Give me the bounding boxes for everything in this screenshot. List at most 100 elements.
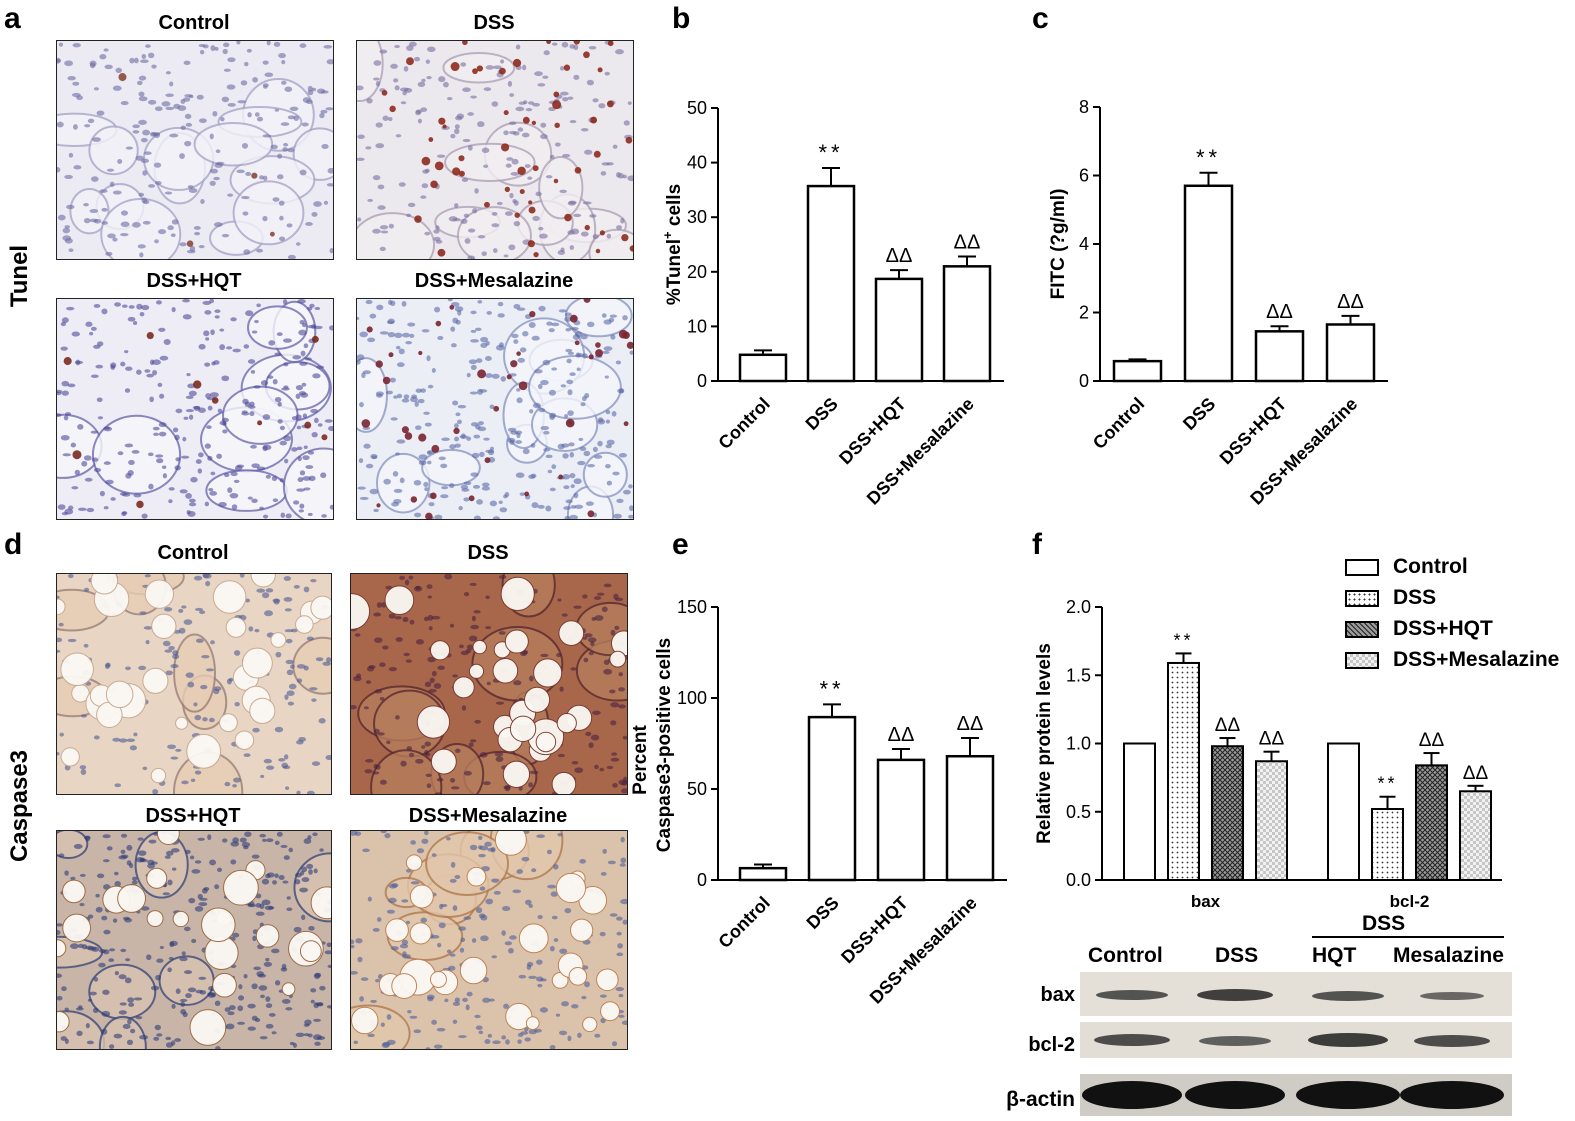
- legend-item-dss: DSS: [1345, 586, 1436, 610]
- row-label-caspase3: Caspase3: [6, 749, 33, 863]
- bar-bcl-2-dss-hqt: [1415, 764, 1448, 881]
- caspase3-micrograph-dss-hqt: [56, 830, 332, 1050]
- legend-label: DSS: [1393, 586, 1437, 609]
- image-label-dss-hqt: DSS+HQT: [146, 270, 242, 292]
- panel-letter-e: e: [672, 528, 689, 561]
- x-tick-label: DSS: [1179, 394, 1219, 434]
- x-tick-label: DSS: [802, 394, 842, 434]
- legend-label: Control: [1393, 555, 1468, 578]
- panel-letter-c: c: [1032, 2, 1049, 35]
- bar-bax-dss-hqt: [1211, 745, 1244, 881]
- legend-item-control: Control: [1345, 555, 1468, 579]
- tunel-micrograph-dss: [356, 40, 634, 260]
- y-tick-label: 0.0: [1066, 870, 1091, 890]
- image-label-dss-mesalazine: DSS+Mesalazine: [414, 270, 574, 292]
- y-tick-label: 1.0: [1066, 734, 1091, 754]
- legend-swatch: [1345, 558, 1379, 576]
- legend-item-dss-hqt: DSS+HQT: [1345, 617, 1493, 641]
- y-tick-label: 0: [697, 371, 707, 391]
- significance-mark: ΔΔ: [1419, 730, 1445, 751]
- chart-tunel-positive-cells: 01020304050Control**DSSΔΔDSS+HQTΔΔDSS+Me…: [660, 98, 1004, 509]
- x-tick-label: DSS+HQT: [837, 893, 912, 968]
- legend-swatch: [1345, 651, 1379, 669]
- chart-caspase3-positive-cells: 050100150Control**DSSΔΔDSS+HQTΔΔDSS+Mesa…: [630, 597, 1007, 1008]
- y-axis-label: FITC (?g/ml): [1048, 189, 1069, 300]
- image-label-dss-hqt: DSS+HQT: [145, 805, 241, 827]
- y-tick-label: 2.0: [1066, 597, 1091, 617]
- image-label-dss: DSS: [467, 542, 509, 564]
- significance-mark: **: [818, 140, 843, 165]
- bar-bcl-2-dss: [1371, 808, 1404, 882]
- x-tick-label: Control: [714, 893, 773, 952]
- image-label-control: Control: [158, 12, 230, 34]
- bar-dss: [1183, 184, 1234, 383]
- significance-mark: **: [1377, 774, 1397, 794]
- y-tick-label: 10: [687, 316, 707, 336]
- significance-mark: **: [1196, 145, 1221, 170]
- blot-strip-beta-actin: [1080, 1074, 1512, 1116]
- x-tick-label: bcl-2: [1390, 892, 1430, 911]
- bar-dss-mesalazine: [942, 265, 992, 383]
- y-tick-label: 0.5: [1066, 802, 1091, 822]
- significance-mark: ΔΔ: [886, 245, 913, 267]
- y-axis-label: Relative protein levels: [1034, 643, 1055, 844]
- caspase3-micrograph-dss-mesalazine: [350, 830, 628, 1050]
- panel-letter-a: a: [4, 2, 21, 35]
- x-tick-label: bax: [1191, 892, 1221, 911]
- blot-column-control: Control: [1088, 944, 1163, 967]
- blot-column-mesalazine: Mesalazine: [1393, 944, 1504, 967]
- legend-label: DSS+Mesalazine: [1393, 648, 1560, 671]
- y-tick-label: 100: [677, 688, 707, 708]
- caspase3-micrograph-control: [56, 573, 332, 795]
- tunel-micrograph-dss-mesalazine: [356, 298, 634, 520]
- bar-bcl-2-dss-mesalazine: [1459, 790, 1492, 881]
- y-tick-label: 0: [1079, 371, 1089, 391]
- significance-mark: ΔΔ: [1337, 291, 1364, 313]
- bar-control: [738, 353, 788, 383]
- bar-control: [738, 866, 788, 882]
- blot-strip-bax: [1080, 972, 1512, 1016]
- x-tick-label: Control: [714, 394, 773, 453]
- panel-letter-f: f: [1032, 528, 1042, 561]
- y-axis-label-line2: Caspase3-positive cells: [654, 638, 675, 852]
- blot-row-label-bax: bax: [1040, 984, 1075, 1006]
- legend-swatch: [1345, 589, 1379, 607]
- panel-letter-d: d: [4, 528, 23, 561]
- y-tick-label: 2: [1079, 303, 1089, 323]
- tunel-micrograph-control: [56, 40, 334, 260]
- image-label-control: Control: [157, 542, 229, 564]
- bar-dss-hqt: [1254, 330, 1305, 383]
- y-tick-label: 50: [687, 779, 707, 799]
- bar-dss-mesalazine: [1325, 323, 1376, 383]
- blot-strip-bcl2: [1080, 1022, 1512, 1058]
- significance-mark: ΔΔ: [954, 232, 981, 254]
- blot-column-hqt: HQT: [1312, 944, 1357, 967]
- tunel-micrograph-dss-hqt: [56, 298, 334, 520]
- y-tick-label: 6: [1079, 166, 1089, 186]
- blot-row-label-beta-actin: β-actin: [1006, 1088, 1075, 1111]
- significance-mark: ΔΔ: [1215, 715, 1241, 736]
- chart-relative-protein-levels: 0.0 0.5 1.0 1.5 2.0 Relative protein levels **…: [1034, 597, 1502, 911]
- y-tick-label: 150: [677, 597, 707, 617]
- x-tick-label: DSS+HQT: [1216, 394, 1291, 469]
- bar-dss-hqt: [874, 277, 924, 383]
- y-tick-label: 30: [687, 207, 707, 227]
- bar-dss: [806, 184, 856, 383]
- y-tick-label: 0: [697, 870, 707, 890]
- significance-mark: **: [1173, 630, 1193, 650]
- bar-bax-dss-mesalazine: [1255, 760, 1288, 881]
- y-tick-label: 4: [1079, 234, 1089, 254]
- x-tick-label: Control: [1089, 394, 1148, 453]
- bar-dss-hqt: [876, 758, 926, 882]
- y-axis-label: %Tunel+ cells: [660, 184, 685, 305]
- bar-bax-control: [1123, 742, 1156, 881]
- legend-swatch: [1345, 620, 1379, 638]
- blot-column-dss: DSS: [1215, 944, 1259, 967]
- y-tick-label: 1.5: [1066, 665, 1091, 685]
- bar-dss: [807, 715, 857, 882]
- significance-mark: **: [819, 676, 844, 701]
- row-label-tunel: Tunel: [6, 244, 33, 308]
- significance-mark: ΔΔ: [1266, 301, 1293, 323]
- blot-group-line: [1312, 936, 1504, 938]
- y-axis-label-line1: Percent: [630, 724, 651, 794]
